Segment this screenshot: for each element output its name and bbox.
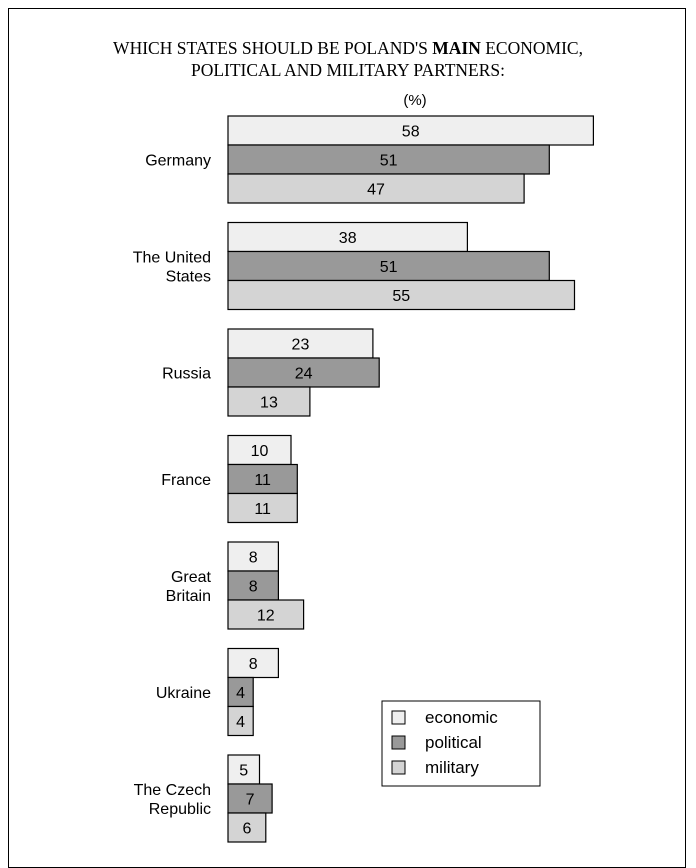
- category-label: Republic: [149, 801, 211, 818]
- legend-swatch-political: [391, 735, 406, 750]
- bar-value-label: 8: [249, 656, 258, 673]
- bar-political: [227, 144, 550, 175]
- legend-swatch-economic: [391, 710, 406, 725]
- category-label: Ukraine: [156, 685, 211, 702]
- chart-title-line2: POLITICAL AND MILITARY PARTNERS:: [190, 60, 506, 80]
- bar-value-label: 4: [236, 714, 245, 731]
- category-label: Germany: [145, 153, 211, 170]
- bar-military: [227, 492, 298, 524]
- bar-value-label: 13: [260, 395, 278, 412]
- bar-economic: [227, 541, 280, 572]
- title-emphasis: MAIN: [432, 38, 481, 58]
- title-prefix: WHICH STATES SHOULD BE POLAND'S: [113, 38, 433, 58]
- bar-economic: [227, 221, 468, 253]
- category-label: The United: [133, 250, 211, 267]
- bar-value-label: 7: [246, 792, 255, 809]
- bar-political: [227, 676, 254, 708]
- bar-military: [227, 599, 305, 630]
- category-label: Great: [171, 569, 212, 586]
- bar-value-label: 6: [242, 821, 251, 838]
- bar-economic: [227, 115, 594, 146]
- bar-value-label: 58: [402, 124, 420, 141]
- bar-value-label: 55: [392, 288, 410, 305]
- bar-economic: [227, 328, 374, 359]
- bar-value-label: 51: [380, 153, 398, 170]
- bar-military: [227, 386, 311, 417]
- bar-political: [227, 783, 273, 814]
- bar-value-label: 24: [295, 366, 313, 383]
- legend-box: [381, 700, 541, 787]
- bar-military: [227, 812, 267, 843]
- category-label: States: [166, 269, 211, 286]
- bar-value-label: 8: [249, 579, 258, 596]
- bar-economic: [227, 647, 280, 679]
- category-label: Russia: [162, 366, 211, 383]
- bar-value-label: 5: [239, 763, 248, 780]
- legend-label-military: military: [425, 758, 479, 777]
- bar-political: [227, 357, 380, 388]
- bar-economic: [227, 434, 292, 466]
- bar-value-label: 51: [380, 259, 398, 276]
- bar-military: [227, 705, 254, 737]
- bar-value-label: 11: [254, 501, 271, 518]
- category-label: France: [161, 472, 211, 489]
- bar-value-label: 38: [339, 230, 357, 247]
- legend-swatch-military: [391, 760, 406, 775]
- bar-value-label: 8: [249, 550, 258, 567]
- bar-value-label: 12: [257, 608, 275, 625]
- category-label: Britain: [166, 588, 211, 605]
- bar-value-label: 11: [254, 472, 271, 489]
- bar-political: [227, 250, 550, 282]
- bar-value-label: 10: [251, 443, 269, 460]
- title-suffix: ECONOMIC,: [480, 38, 583, 58]
- category-label: The Czech: [134, 782, 211, 799]
- bar-value-label: 47: [367, 182, 385, 199]
- bar-military: [227, 279, 576, 311]
- unit-label: (%): [403, 92, 427, 109]
- legend-label-economic: economic: [425, 708, 498, 727]
- bar-value-label: 23: [292, 337, 310, 354]
- chart-title-line1: WHICH STATES SHOULD BE POLAND'S MAIN ECO…: [8, 37, 688, 59]
- bar-value-label: 4: [236, 685, 245, 702]
- bar-political: [227, 570, 280, 601]
- bar-military: [227, 173, 525, 204]
- legend-label-political: political: [425, 733, 482, 752]
